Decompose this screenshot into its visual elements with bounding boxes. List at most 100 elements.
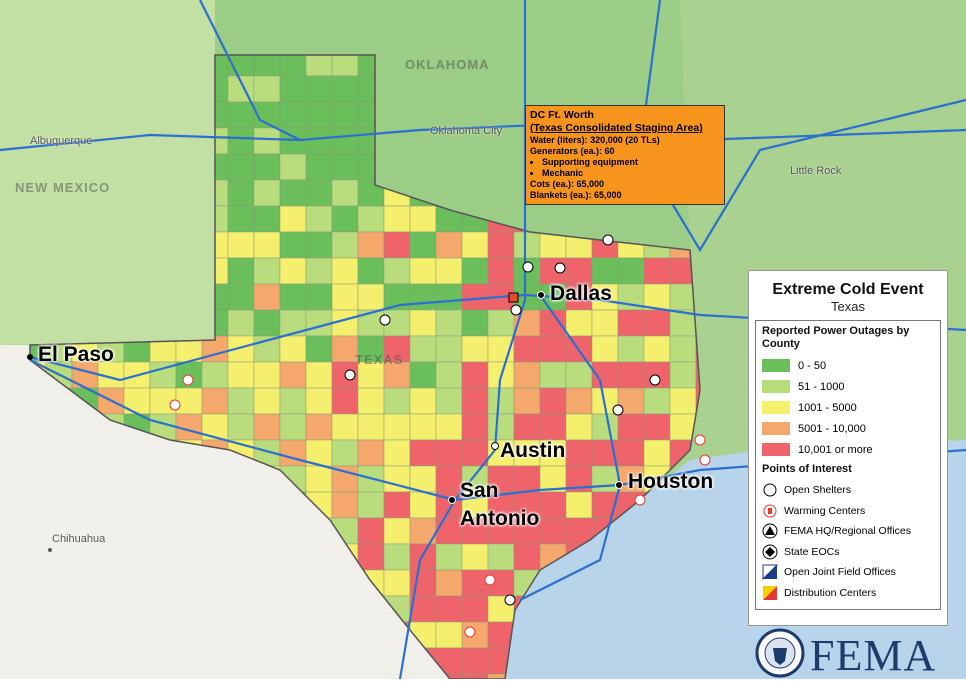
callout-bullets: Supporting equipment Mechanic — [530, 157, 720, 179]
county — [643, 257, 671, 285]
county — [617, 257, 645, 285]
county — [279, 153, 307, 181]
county — [565, 439, 593, 467]
county — [279, 335, 307, 363]
county — [201, 361, 229, 389]
county — [565, 517, 593, 545]
new-mexico — [0, 0, 215, 345]
county — [409, 439, 437, 467]
county — [331, 491, 359, 519]
county — [305, 75, 333, 103]
county — [409, 361, 437, 389]
county — [305, 127, 333, 155]
county — [227, 309, 255, 337]
county — [565, 361, 593, 389]
county — [487, 673, 515, 679]
city-label: El Paso — [38, 343, 114, 366]
county — [331, 257, 359, 285]
county — [305, 283, 333, 311]
county — [409, 335, 437, 363]
legend-classes: 0 - 50 51 - 1000 1001 - 5000 5001 - 10,000 1… — [762, 355, 934, 460]
legend-label: 0 - 50 — [798, 359, 827, 372]
city-label: Dallas — [550, 282, 612, 305]
legend-label: FEMA HQ/Regional Offices — [784, 525, 912, 538]
county — [305, 387, 333, 415]
county — [305, 413, 333, 441]
legend-section: Reported Power Outages by County — [762, 325, 910, 350]
county — [253, 153, 281, 181]
county — [539, 413, 567, 441]
callout-line: Blankets (ea.): 65,000 — [530, 190, 622, 200]
callout-bullet: Supporting equipment — [542, 157, 720, 168]
legend-label: 1001 - 5000 — [798, 401, 857, 414]
county — [383, 517, 411, 545]
county — [409, 231, 437, 259]
county — [539, 517, 567, 545]
county — [357, 283, 385, 311]
county — [279, 179, 307, 207]
county — [305, 205, 333, 233]
county — [513, 491, 541, 519]
county — [461, 413, 489, 441]
county — [253, 205, 281, 233]
county — [539, 387, 567, 415]
county — [461, 387, 489, 415]
county — [487, 309, 515, 337]
county — [201, 387, 229, 415]
county — [617, 335, 645, 363]
county — [617, 309, 645, 337]
county — [305, 257, 333, 285]
county — [279, 231, 307, 259]
county — [617, 439, 645, 467]
county — [331, 335, 359, 363]
legend-subtitle: Texas — [831, 299, 865, 314]
county — [227, 257, 255, 285]
county — [461, 465, 489, 493]
county — [331, 387, 359, 415]
county — [513, 439, 541, 467]
county — [435, 673, 463, 679]
county — [253, 179, 281, 207]
county — [253, 387, 281, 415]
county — [253, 75, 281, 103]
county — [227, 283, 255, 311]
legend-item: FEMA HQ/Regional Offices — [762, 521, 934, 542]
county — [435, 413, 463, 441]
county — [383, 569, 411, 597]
legend-item: Open Shelters — [762, 480, 934, 501]
county — [383, 543, 411, 571]
county — [253, 309, 281, 337]
county — [461, 309, 489, 337]
county — [383, 205, 411, 233]
county — [565, 309, 593, 337]
county — [227, 205, 255, 233]
county — [461, 569, 489, 597]
county — [487, 231, 515, 259]
county — [591, 283, 619, 311]
legend-item: Open Joint Field Offices — [762, 562, 934, 583]
county — [331, 283, 359, 311]
county — [383, 387, 411, 415]
county — [591, 309, 619, 337]
county — [591, 335, 619, 363]
county — [487, 465, 515, 493]
county — [669, 361, 697, 389]
county — [305, 465, 333, 493]
county — [591, 413, 619, 441]
county — [227, 101, 255, 129]
county — [695, 361, 700, 389]
county — [357, 491, 385, 519]
county — [227, 179, 255, 207]
county — [565, 491, 593, 519]
callout-line: Generators (ea.): 60 — [530, 146, 615, 156]
county — [331, 413, 359, 441]
legend-item: Warming Centers — [762, 501, 934, 522]
county — [435, 309, 463, 337]
county — [565, 387, 593, 415]
county — [357, 439, 385, 467]
county — [435, 387, 463, 415]
legend-item: Distribution Centers — [762, 583, 934, 604]
county — [279, 101, 307, 129]
county — [253, 413, 281, 441]
